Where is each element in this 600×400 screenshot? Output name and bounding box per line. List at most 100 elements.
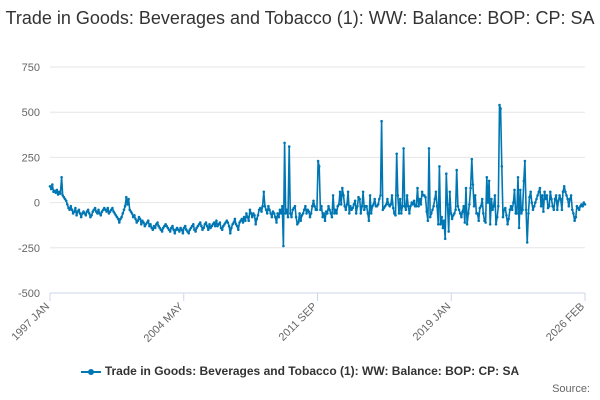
- data-point[interactable]: [482, 212, 485, 215]
- data-point[interactable]: [341, 186, 344, 190]
- data-point[interactable]: [418, 197, 422, 201]
- data-point[interactable]: [445, 172, 448, 175]
- data-point[interactable]: [308, 215, 312, 219]
- data-point[interactable]: [498, 103, 501, 107]
- data-point[interactable]: [232, 221, 235, 224]
- data-point[interactable]: [173, 232, 177, 235]
- data-point[interactable]: [532, 204, 536, 208]
- data-point[interactable]: [404, 208, 408, 212]
- data-point[interactable]: [497, 204, 500, 208]
- data-point[interactable]: [493, 194, 497, 197]
- data-point[interactable]: [333, 212, 336, 215]
- data-point[interactable]: [53, 189, 56, 193]
- data-point[interactable]: [226, 221, 230, 224]
- data-point[interactable]: [491, 208, 494, 212]
- data-point[interactable]: [460, 215, 463, 219]
- data-point[interactable]: [517, 226, 521, 230]
- data-point[interactable]: [305, 212, 308, 215]
- data-point[interactable]: [577, 208, 581, 212]
- data-point[interactable]: [229, 232, 232, 235]
- data-point[interactable]: [513, 188, 516, 192]
- data-point[interactable]: [401, 204, 404, 208]
- data-point[interactable]: [323, 219, 327, 222]
- data-point[interactable]: [510, 208, 514, 212]
- data-point[interactable]: [566, 197, 569, 201]
- data-point[interactable]: [572, 212, 575, 215]
- data-point[interactable]: [369, 212, 373, 215]
- data-point[interactable]: [93, 206, 97, 210]
- data-point[interactable]: [233, 217, 237, 221]
- data-point[interactable]: [346, 190, 350, 194]
- data-point[interactable]: [534, 201, 537, 204]
- data-point[interactable]: [389, 203, 393, 206]
- data-point[interactable]: [471, 183, 475, 186]
- data-point[interactable]: [142, 221, 145, 224]
- data-point[interactable]: [472, 204, 476, 208]
- data-point[interactable]: [244, 219, 247, 222]
- data-point[interactable]: [237, 228, 240, 231]
- data-point[interactable]: [437, 223, 440, 226]
- data-point[interactable]: [386, 197, 389, 201]
- data-point[interactable]: [304, 204, 307, 208]
- data-point[interactable]: [449, 212, 453, 215]
- data-point[interactable]: [327, 204, 330, 208]
- data-point[interactable]: [194, 230, 197, 233]
- data-point[interactable]: [544, 197, 547, 201]
- data-point[interactable]: [59, 192, 62, 195]
- data-point[interactable]: [248, 208, 252, 212]
- data-point[interactable]: [218, 221, 222, 224]
- data-point[interactable]: [311, 204, 314, 208]
- data-point[interactable]: [140, 223, 143, 226]
- data-point[interactable]: [547, 204, 551, 208]
- data-point[interactable]: [419, 203, 423, 206]
- data-point[interactable]: [353, 199, 357, 203]
- data-point[interactable]: [515, 212, 519, 215]
- data-point[interactable]: [249, 212, 253, 215]
- data-point[interactable]: [535, 197, 538, 201]
- data-point[interactable]: [299, 219, 303, 222]
- legend[interactable]: Trade in Goods: Beverages and Tobacco (1…: [0, 364, 600, 378]
- data-point[interactable]: [136, 219, 140, 222]
- data-point[interactable]: [411, 203, 415, 206]
- data-point[interactable]: [275, 221, 278, 224]
- data-point[interactable]: [146, 219, 150, 222]
- data-point[interactable]: [564, 190, 567, 194]
- data-point[interactable]: [352, 203, 356, 206]
- data-point[interactable]: [569, 194, 573, 197]
- data-point[interactable]: [501, 215, 505, 219]
- data-point[interactable]: [302, 208, 306, 212]
- data-point[interactable]: [406, 204, 410, 208]
- data-point[interactable]: [434, 190, 438, 194]
- data-point[interactable]: [321, 215, 325, 219]
- data-point[interactable]: [447, 230, 451, 233]
- data-point[interactable]: [485, 176, 489, 179]
- data-point[interactable]: [207, 228, 210, 231]
- data-point[interactable]: [74, 206, 77, 210]
- data-point[interactable]: [403, 204, 407, 208]
- data-point[interactable]: [178, 230, 181, 233]
- data-point[interactable]: [393, 212, 396, 215]
- data-point[interactable]: [300, 214, 304, 217]
- data-point[interactable]: [99, 214, 103, 217]
- data-point[interactable]: [48, 185, 52, 188]
- data-point[interactable]: [488, 223, 492, 226]
- data-point[interactable]: [442, 219, 446, 222]
- data-point[interactable]: [153, 226, 157, 230]
- data-point[interactable]: [456, 204, 460, 208]
- data-point[interactable]: [250, 215, 254, 219]
- data-point[interactable]: [133, 214, 136, 217]
- data-point[interactable]: [172, 228, 175, 231]
- data-point[interactable]: [322, 212, 326, 215]
- data-point[interactable]: [187, 232, 190, 235]
- data-point[interactable]: [73, 210, 76, 213]
- data-point[interactable]: [525, 241, 529, 244]
- data-point[interactable]: [360, 204, 364, 208]
- data-point[interactable]: [180, 228, 183, 231]
- data-point[interactable]: [297, 221, 300, 224]
- data-point[interactable]: [301, 212, 305, 215]
- data-point[interactable]: [293, 204, 297, 208]
- data-point[interactable]: [317, 165, 321, 168]
- data-point[interactable]: [554, 194, 558, 197]
- data-point[interactable]: [521, 208, 524, 212]
- data-point[interactable]: [86, 208, 90, 212]
